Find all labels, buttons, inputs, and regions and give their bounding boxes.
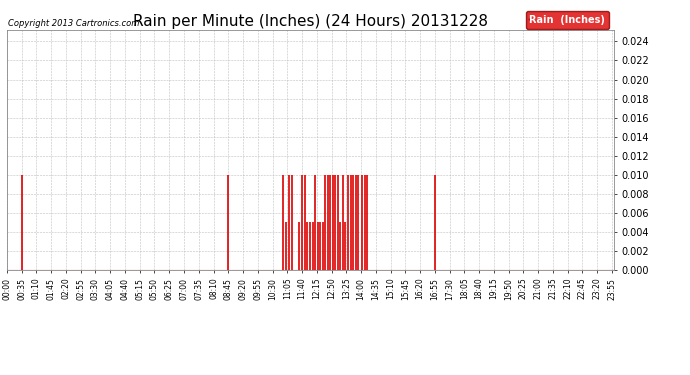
Legend: Rain  (Inches): Rain (Inches) xyxy=(526,11,609,28)
Text: Copyright 2013 Cartronics.com: Copyright 2013 Cartronics.com xyxy=(8,19,139,28)
Title: Rain per Minute (Inches) (24 Hours) 20131228: Rain per Minute (Inches) (24 Hours) 2013… xyxy=(133,14,488,29)
